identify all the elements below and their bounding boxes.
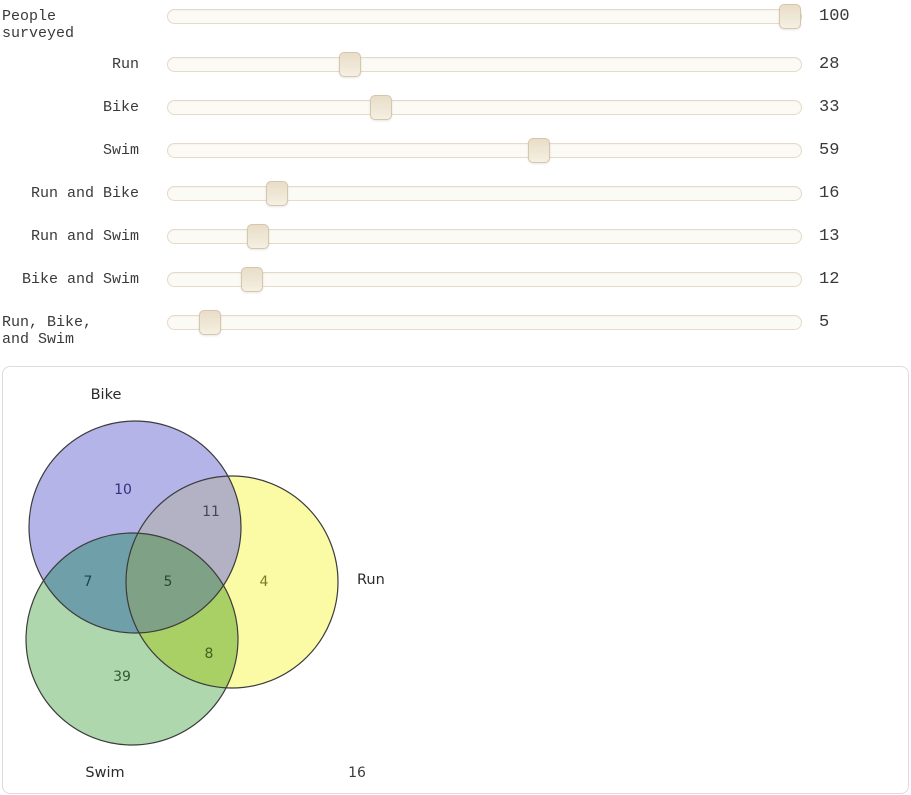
venn-region-center (126, 533, 238, 633)
slider-label-run-and-swim: Run and Swim (30, 228, 139, 245)
slider-row-bike: Bike 33 (2, 95, 911, 142)
slider-handle-run[interactable] (339, 52, 362, 77)
venn-count-run-only: 4 (260, 574, 269, 590)
slider-label-bike: Bike (102, 99, 139, 116)
slider-row-people-surveyed: People surveyed 100 (2, 4, 911, 56)
venn-count-bike-swim: 7 (84, 574, 93, 590)
venn-outline-bike (28, 420, 242, 634)
slider-track-bike-and-swim[interactable] (167, 267, 802, 292)
sliders-section: People surveyed 100 Run 28 Bike 33 Swim … (0, 0, 911, 362)
slider-value-people-surveyed: 100 (819, 7, 850, 26)
slider-track-bike[interactable] (167, 95, 802, 120)
venn-count-run-swim: 8 (205, 646, 214, 662)
slider-label-swim: Swim (102, 142, 139, 159)
slider-handle-run-bike-and-swim[interactable] (198, 310, 221, 335)
slider-value-bike: 33 (819, 98, 840, 117)
slider-label-run-bike-and-swim: Run, Bike, and Swim (2, 314, 93, 348)
venn-label-swim: Swim (85, 765, 124, 781)
slider-handle-bike[interactable] (369, 95, 392, 120)
slider-label-people-surveyed: People surveyed (2, 8, 75, 42)
venn-outline-swim (25, 532, 239, 746)
slider-track-run[interactable] (167, 52, 802, 77)
slider-value-run: 28 (819, 55, 840, 74)
slider-label-bike-and-swim: Bike and Swim (21, 271, 139, 288)
slider-handle-people-surveyed[interactable] (779, 4, 801, 29)
slider-track-swim[interactable] (167, 138, 802, 163)
venn-diagram-panel: Bike Run Swim 10 11 7 5 4 8 39 16 (2, 366, 909, 794)
slider-track-run-and-swim[interactable] (167, 224, 802, 249)
slider-label-run: Run (111, 56, 139, 73)
slider-row-run: Run 28 (2, 52, 911, 99)
venn-label-bike: Bike (91, 387, 122, 403)
venn-outline-run (125, 475, 339, 689)
venn-count-bike-run: 11 (202, 504, 220, 520)
venn-label-run: Run (357, 572, 385, 588)
slider-handle-run-and-swim[interactable] (247, 224, 270, 249)
slider-row-swim: Swim 59 (2, 138, 911, 185)
slider-value-run-and-bike: 16 (819, 184, 840, 203)
slider-value-run-bike-and-swim: 5 (819, 313, 830, 332)
slider-value-bike-and-swim: 12 (819, 270, 840, 289)
slider-value-swim: 59 (819, 141, 840, 160)
venn-count-bike-only: 10 (114, 482, 132, 498)
slider-track-run-and-bike[interactable] (167, 181, 802, 206)
slider-label-run-and-bike: Run and Bike (30, 185, 139, 202)
slider-track-run-bike-and-swim[interactable] (167, 310, 802, 335)
slider-handle-bike-and-swim[interactable] (241, 267, 264, 292)
venn-count-center: 5 (164, 574, 173, 590)
slider-row-run-bike-and-swim: Run, Bike, and Swim 5 (2, 310, 911, 362)
slider-handle-run-and-bike[interactable] (265, 181, 288, 206)
venn-count-outside: 16 (348, 765, 366, 781)
venn-diagram: Bike Run Swim 10 11 7 5 4 8 39 16 (25, 387, 385, 781)
slider-handle-swim[interactable] (528, 138, 551, 163)
slider-row-run-and-bike: Run and Bike 16 (2, 181, 911, 228)
slider-row-bike-and-swim: Bike and Swim 12 (2, 267, 911, 314)
slider-row-run-and-swim: Run and Swim 13 (2, 224, 911, 271)
venn-count-swim-only: 39 (113, 669, 131, 685)
slider-track-people-surveyed[interactable] (167, 4, 802, 29)
slider-value-run-and-swim: 13 (819, 227, 840, 246)
